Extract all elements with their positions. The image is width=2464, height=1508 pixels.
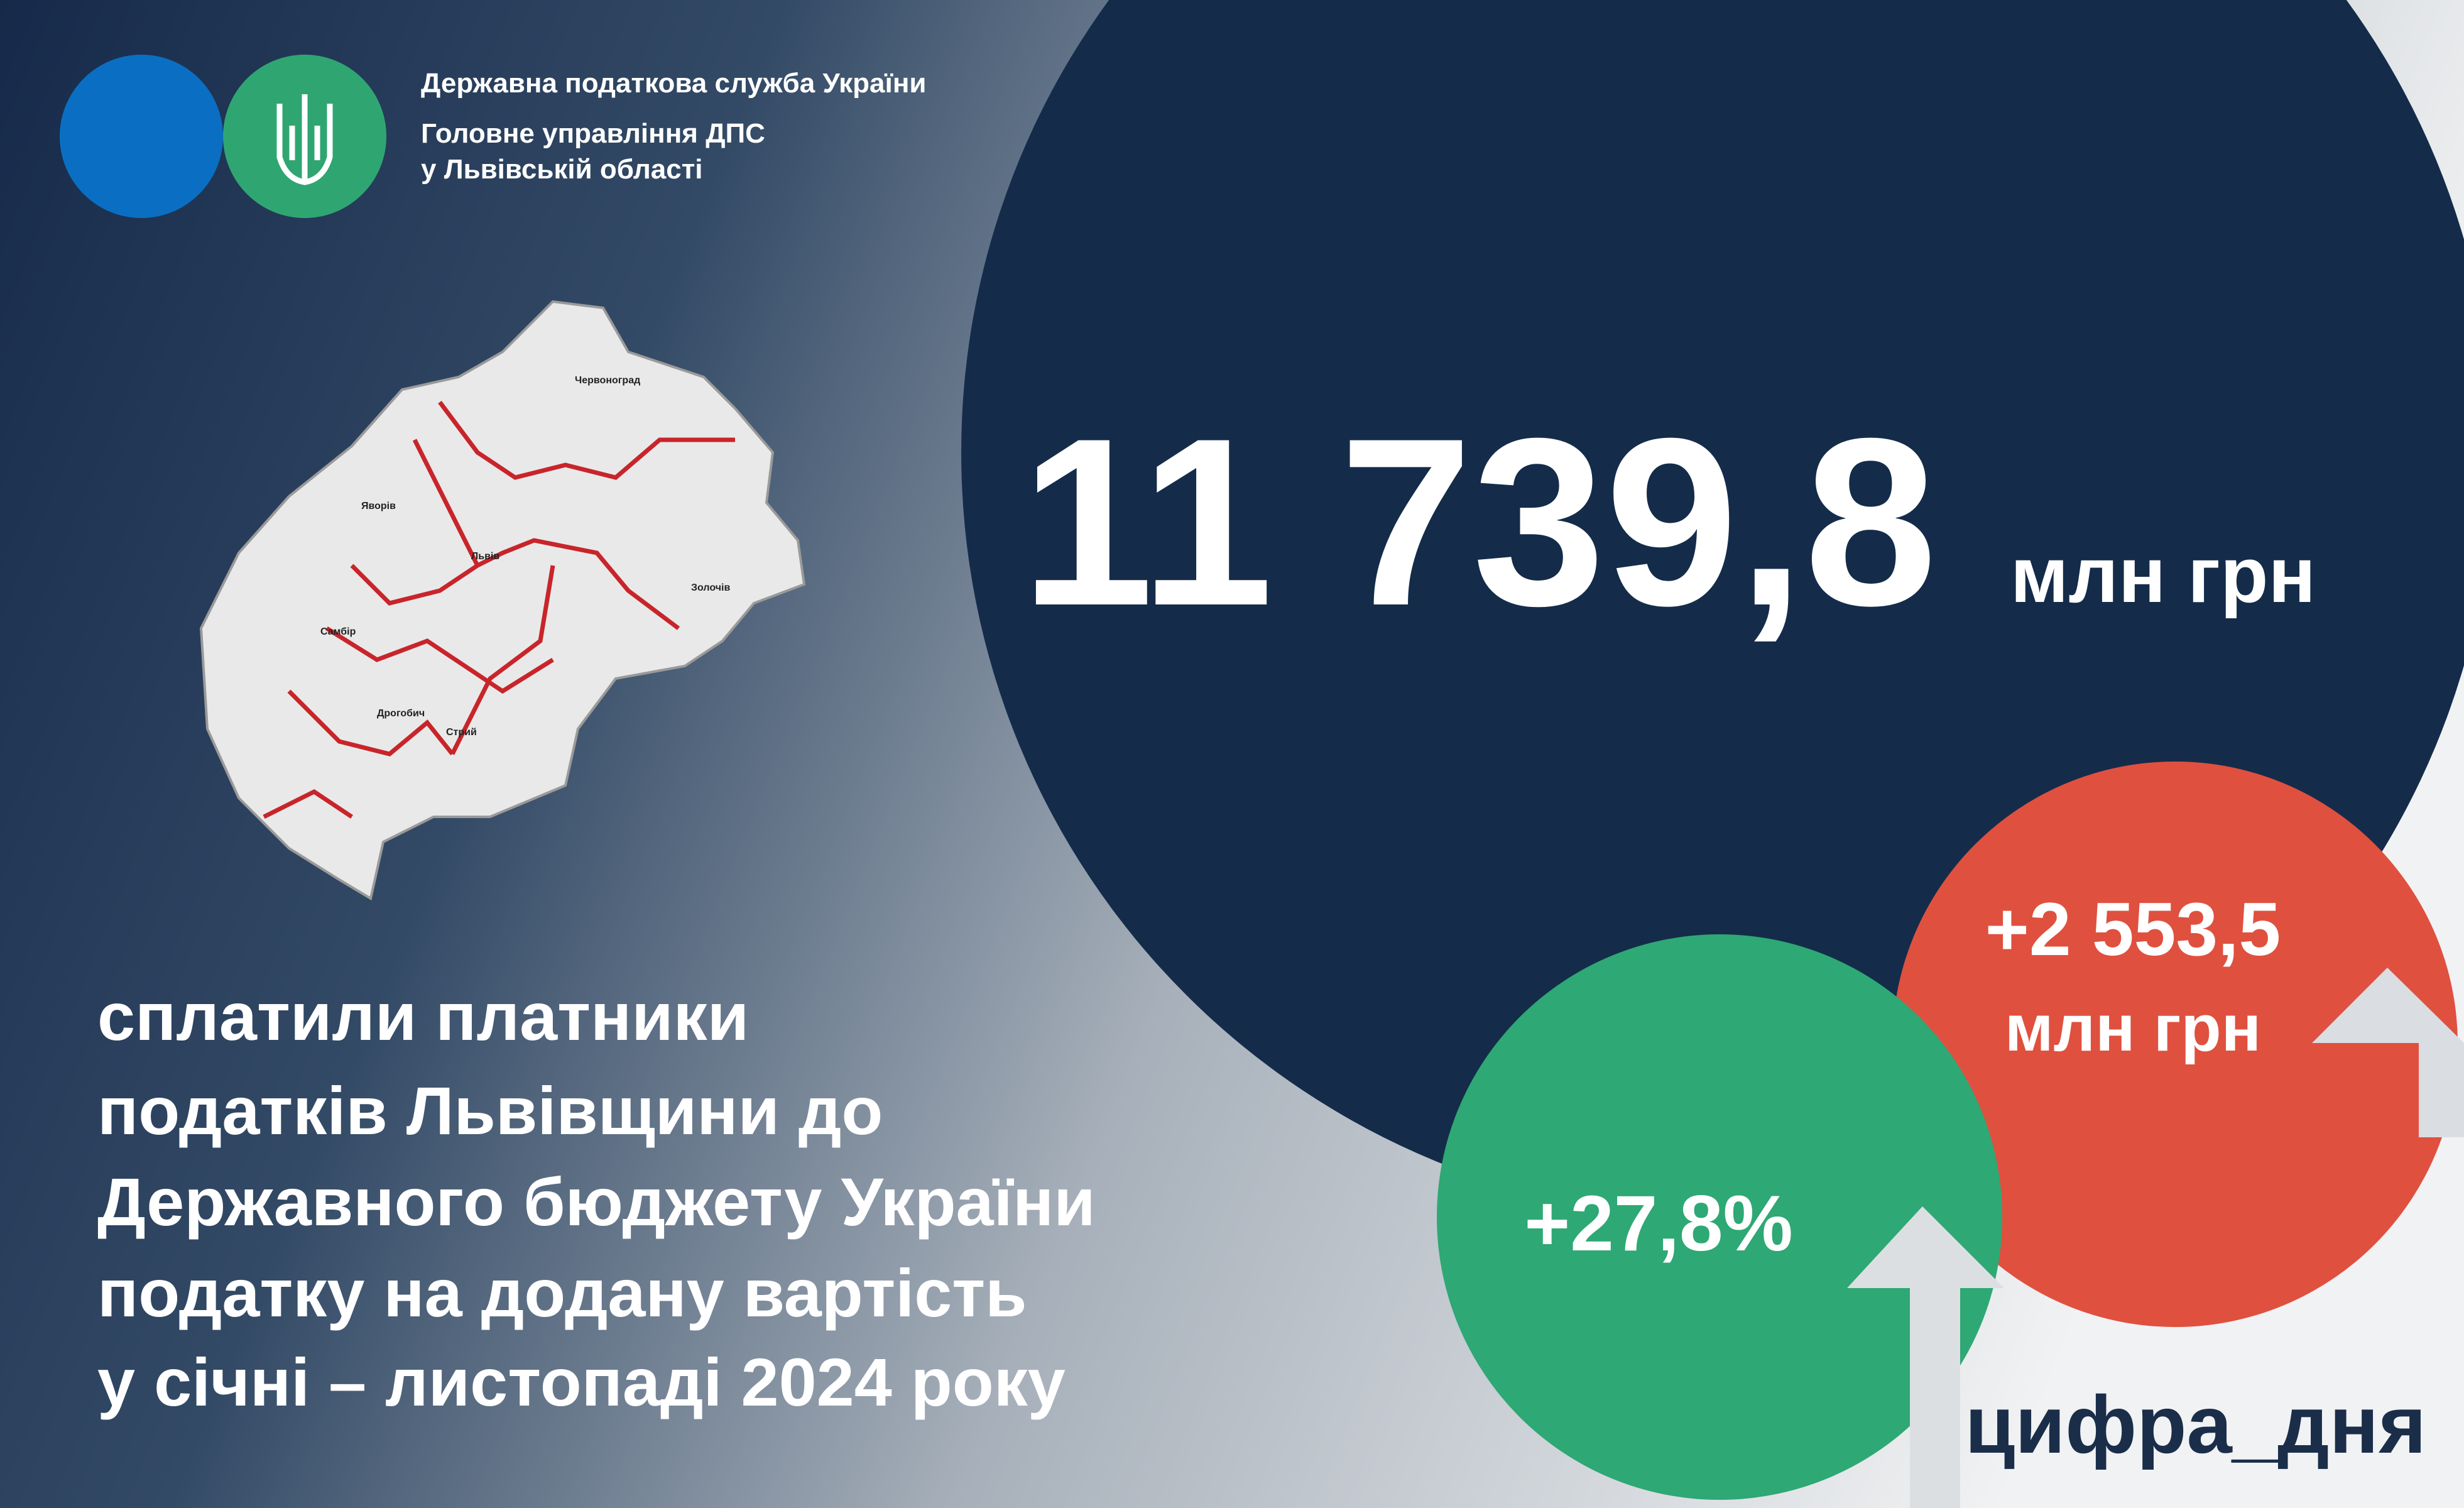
city-label: Стрий: [446, 727, 477, 738]
caption-line: Державного бюджету України: [97, 1164, 1096, 1240]
caption: сплатили платники податків Львівщини до …: [97, 978, 1096, 1420]
city-labels: Червоноград Яворів Львів Золочів Самбір …: [320, 375, 730, 738]
caption-line: у січні – листопаді 2024 року: [97, 1344, 1066, 1420]
city-label: Дрогобич: [377, 708, 425, 719]
caption-line: податків Львівщини до: [97, 1073, 883, 1149]
green-circle: [1437, 934, 2002, 1500]
main-value: 11 739,8: [1021, 388, 1937, 655]
city-label: Львів: [471, 551, 499, 562]
org-text: Державна податкова служба України Головн…: [421, 68, 926, 185]
red-circle: [1892, 762, 2458, 1327]
region-map: Червоноград Яворів Львів Золочів Самбір …: [199, 300, 806, 901]
org-line: Головне управління ДПС: [421, 118, 765, 149]
org-line: у Львівській області: [421, 154, 703, 185]
city-label: Яворів: [361, 501, 396, 511]
main-unit: млн грн: [2010, 532, 2316, 619]
city-label: Червоноград: [575, 375, 640, 386]
city-label: Золочів: [691, 582, 730, 593]
city-label: Самбір: [320, 626, 356, 637]
trident: [276, 94, 333, 185]
arrow: [1847, 1206, 2004, 1508]
arrow: [2312, 968, 2464, 1137]
caption-line: податку на додану вартість: [97, 1255, 1027, 1331]
growth-absolute: +2 553,5: [1985, 887, 2281, 971]
logo-blue: [60, 55, 223, 218]
growth-percent: +27,8%: [1524, 1180, 1792, 1267]
growth-absolute-unit: млн грн: [2005, 992, 2261, 1065]
org-line: Державна податкова служба України: [421, 68, 926, 99]
hashtag: цифра_дня: [1965, 1379, 2427, 1470]
caption-line: сплатили платники: [97, 978, 749, 1054]
